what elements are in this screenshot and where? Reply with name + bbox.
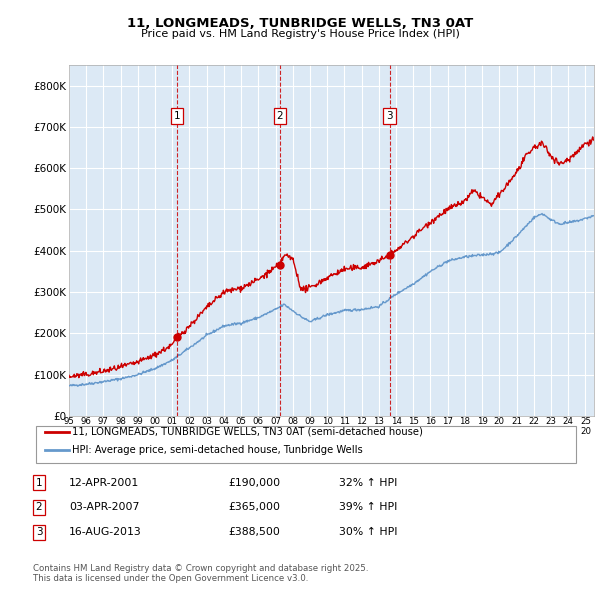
Text: £190,000: £190,000	[228, 478, 280, 487]
Text: 11, LONGMEADS, TUNBRIDGE WELLS, TN3 0AT (semi-detached house): 11, LONGMEADS, TUNBRIDGE WELLS, TN3 0AT …	[72, 427, 423, 437]
Text: 03-APR-2007: 03-APR-2007	[69, 503, 139, 512]
Text: 30% ↑ HPI: 30% ↑ HPI	[339, 527, 397, 537]
Text: 2: 2	[277, 111, 283, 121]
Text: 11, LONGMEADS, TUNBRIDGE WELLS, TN3 0AT: 11, LONGMEADS, TUNBRIDGE WELLS, TN3 0AT	[127, 17, 473, 30]
Text: HPI: Average price, semi-detached house, Tunbridge Wells: HPI: Average price, semi-detached house,…	[72, 445, 363, 455]
Text: 32% ↑ HPI: 32% ↑ HPI	[339, 478, 397, 487]
Text: 2: 2	[35, 503, 43, 512]
Text: 1: 1	[174, 111, 181, 121]
Text: £388,500: £388,500	[228, 527, 280, 537]
Text: 16-AUG-2013: 16-AUG-2013	[69, 527, 142, 537]
Text: Price paid vs. HM Land Registry's House Price Index (HPI): Price paid vs. HM Land Registry's House …	[140, 29, 460, 39]
Text: 39% ↑ HPI: 39% ↑ HPI	[339, 503, 397, 512]
Text: 3: 3	[35, 527, 43, 537]
Text: £365,000: £365,000	[228, 503, 280, 512]
Text: 1: 1	[35, 478, 43, 487]
Text: 3: 3	[386, 111, 393, 121]
Text: 12-APR-2001: 12-APR-2001	[69, 478, 139, 487]
Text: Contains HM Land Registry data © Crown copyright and database right 2025.
This d: Contains HM Land Registry data © Crown c…	[33, 563, 368, 583]
